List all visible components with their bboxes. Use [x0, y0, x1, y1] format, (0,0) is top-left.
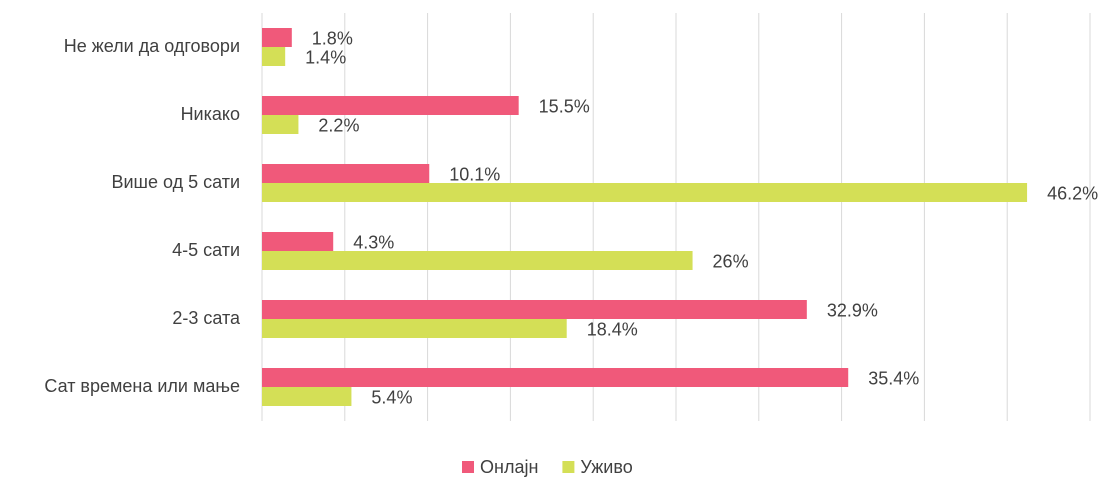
legend-swatch — [462, 461, 474, 473]
bar — [262, 232, 334, 251]
value-label: 26% — [713, 251, 749, 271]
bar — [262, 28, 292, 47]
value-label: 32.9% — [827, 300, 878, 320]
bar — [262, 47, 286, 66]
category-label: Никако — [181, 104, 240, 124]
value-label: 5.4% — [371, 387, 412, 407]
legend-swatch — [562, 461, 575, 473]
category-label: 2-3 сата — [172, 308, 241, 328]
category-label: Не жели да одговори — [64, 36, 240, 56]
bar — [262, 96, 519, 115]
category-label: Више од 5 сати — [111, 172, 240, 192]
value-label: 15.5% — [539, 96, 590, 116]
value-label: 35.4% — [868, 368, 919, 388]
category-label: Сат времена или мање — [44, 376, 240, 396]
bar — [262, 115, 299, 134]
bar — [262, 387, 352, 406]
value-label: 4.3% — [353, 232, 394, 252]
value-label: 2.2% — [318, 115, 359, 135]
value-label: 46.2% — [1047, 183, 1098, 203]
value-label: 1.8% — [312, 28, 353, 48]
legend-label: Онлајн — [480, 457, 538, 477]
bar — [262, 183, 1028, 202]
bar — [262, 319, 567, 338]
category-label: 4-5 сати — [172, 240, 240, 260]
value-label: 18.4% — [587, 319, 638, 339]
bar — [262, 300, 807, 319]
bar — [262, 164, 430, 183]
value-label: 1.4% — [305, 47, 346, 67]
value-label: 10.1% — [449, 164, 500, 184]
bar — [262, 368, 849, 387]
legend-label: Уживо — [580, 457, 632, 477]
bar — [262, 251, 693, 270]
